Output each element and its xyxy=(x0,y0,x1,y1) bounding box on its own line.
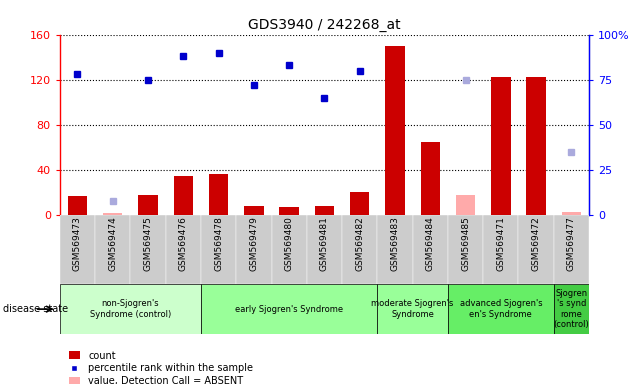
Bar xyxy=(483,215,518,284)
Bar xyxy=(377,215,413,284)
Bar xyxy=(377,284,448,334)
Text: GSM569478: GSM569478 xyxy=(214,217,223,271)
Bar xyxy=(518,215,554,284)
Text: non-Sjogren's
Syndrome (control): non-Sjogren's Syndrome (control) xyxy=(90,300,171,319)
Bar xyxy=(236,215,272,284)
Bar xyxy=(201,215,236,284)
Text: GSM569483: GSM569483 xyxy=(391,217,399,271)
Bar xyxy=(562,212,581,215)
Text: Sjogren
's synd
rome
(control): Sjogren 's synd rome (control) xyxy=(554,289,589,329)
Bar xyxy=(527,78,546,215)
Bar xyxy=(130,215,166,284)
Bar xyxy=(244,206,263,215)
Text: GSM569485: GSM569485 xyxy=(461,217,470,271)
Bar xyxy=(280,207,299,215)
Bar xyxy=(307,215,342,284)
Text: GSM569476: GSM569476 xyxy=(179,217,188,271)
Text: GSM569474: GSM569474 xyxy=(108,217,117,271)
Text: GSM569472: GSM569472 xyxy=(532,217,541,271)
Bar xyxy=(60,284,201,334)
Text: disease state: disease state xyxy=(3,304,68,314)
Bar xyxy=(139,195,158,215)
Bar xyxy=(448,215,483,284)
Text: GSM569482: GSM569482 xyxy=(355,217,364,271)
Text: GSM569479: GSM569479 xyxy=(249,217,258,271)
Bar xyxy=(166,215,201,284)
Text: GSM569473: GSM569473 xyxy=(73,217,82,271)
Bar xyxy=(448,284,554,334)
Bar xyxy=(491,78,510,215)
Bar xyxy=(554,215,589,284)
Bar xyxy=(95,215,130,284)
Bar xyxy=(201,284,377,334)
Title: GDS3940 / 242268_at: GDS3940 / 242268_at xyxy=(248,18,401,32)
Legend: count, percentile rank within the sample, value, Detection Call = ABSENT, rank, : count, percentile rank within the sample… xyxy=(65,347,257,384)
Text: advanced Sjogren's
en's Syndrome: advanced Sjogren's en's Syndrome xyxy=(459,300,542,319)
Bar xyxy=(103,213,122,215)
Text: GSM569484: GSM569484 xyxy=(426,217,435,271)
Bar xyxy=(60,215,95,284)
Bar xyxy=(174,175,193,215)
Bar xyxy=(554,284,589,334)
Bar xyxy=(315,206,334,215)
Text: early Sjogren's Syndrome: early Sjogren's Syndrome xyxy=(235,305,343,314)
Bar xyxy=(342,215,377,284)
Text: GSM569477: GSM569477 xyxy=(567,217,576,271)
Text: GSM569480: GSM569480 xyxy=(285,217,294,271)
Text: GSM569471: GSM569471 xyxy=(496,217,505,271)
Bar xyxy=(421,142,440,215)
Bar xyxy=(413,215,448,284)
Text: moderate Sjogren's
Syndrome: moderate Sjogren's Syndrome xyxy=(372,300,454,319)
Text: GSM569481: GSM569481 xyxy=(320,217,329,271)
Bar xyxy=(209,174,228,215)
Bar xyxy=(386,46,404,215)
Bar xyxy=(68,196,87,215)
Bar xyxy=(456,195,475,215)
Text: GSM569475: GSM569475 xyxy=(144,217,152,271)
Bar xyxy=(272,215,307,284)
Bar xyxy=(350,192,369,215)
